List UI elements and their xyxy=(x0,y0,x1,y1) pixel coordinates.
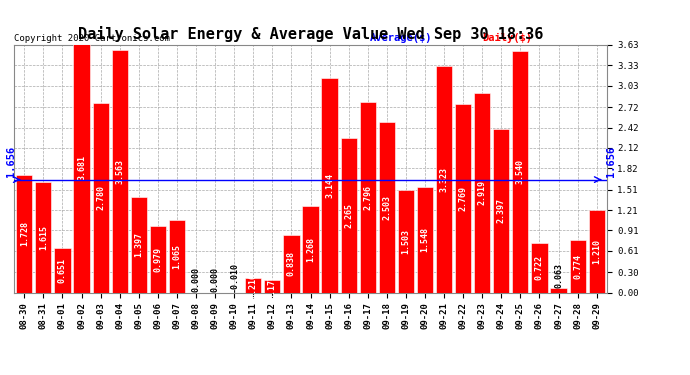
Bar xyxy=(73,42,90,292)
Text: 1.728: 1.728 xyxy=(20,221,29,246)
Text: 0.000: 0.000 xyxy=(210,267,219,292)
Text: 2.503: 2.503 xyxy=(382,195,391,220)
Bar xyxy=(512,51,529,292)
Text: 0.216: 0.216 xyxy=(249,273,258,298)
Text: 3.681: 3.681 xyxy=(77,154,86,180)
Text: 0.838: 0.838 xyxy=(287,251,296,276)
Text: 1.548: 1.548 xyxy=(420,227,429,252)
Text: 0.063: 0.063 xyxy=(554,262,563,288)
Text: 1.210: 1.210 xyxy=(592,239,601,264)
Bar xyxy=(16,175,32,292)
Text: 2.265: 2.265 xyxy=(344,203,353,228)
Text: 0.979: 0.979 xyxy=(153,247,162,272)
Bar xyxy=(474,93,491,292)
Bar xyxy=(398,190,414,292)
Text: 1.615: 1.615 xyxy=(39,225,48,250)
Title: Daily Solar Energy & Average Value Wed Sep 30 18:36: Daily Solar Energy & Average Value Wed S… xyxy=(78,27,543,42)
Text: 2.397: 2.397 xyxy=(497,198,506,223)
Bar xyxy=(55,248,70,292)
Bar xyxy=(322,78,337,292)
Text: 1.397: 1.397 xyxy=(135,232,144,257)
Bar xyxy=(589,210,605,292)
Text: 0.000: 0.000 xyxy=(192,267,201,292)
Bar xyxy=(264,280,280,292)
Bar xyxy=(551,288,566,292)
Bar xyxy=(130,197,147,292)
Text: 3.563: 3.563 xyxy=(115,159,124,183)
Text: Daily($): Daily($) xyxy=(482,33,533,42)
Bar xyxy=(35,182,52,292)
Text: 1.065: 1.065 xyxy=(172,244,181,269)
Bar xyxy=(341,138,357,292)
Text: 1.656: 1.656 xyxy=(607,146,616,177)
Text: 2.780: 2.780 xyxy=(96,185,105,210)
Text: 2.769: 2.769 xyxy=(459,186,468,211)
Text: 0.177: 0.177 xyxy=(268,274,277,299)
Text: 1.268: 1.268 xyxy=(306,237,315,262)
Text: 3.144: 3.144 xyxy=(325,173,334,198)
Text: 0.774: 0.774 xyxy=(573,254,582,279)
Bar xyxy=(379,122,395,292)
Text: 2.919: 2.919 xyxy=(477,180,486,206)
Bar xyxy=(359,102,376,292)
Text: 3.323: 3.323 xyxy=(440,167,449,192)
Text: 2.796: 2.796 xyxy=(363,184,372,210)
Bar xyxy=(245,278,262,292)
Text: Average($): Average($) xyxy=(370,33,433,42)
Bar xyxy=(112,50,128,292)
Bar xyxy=(531,243,548,292)
Bar xyxy=(455,104,471,292)
Bar xyxy=(417,187,433,292)
Bar xyxy=(493,129,509,292)
Text: 1.656: 1.656 xyxy=(6,146,16,177)
Text: 3.540: 3.540 xyxy=(516,159,525,184)
Bar xyxy=(169,220,185,292)
Bar xyxy=(569,240,586,292)
Bar xyxy=(284,236,299,292)
Text: 1.503: 1.503 xyxy=(402,229,411,254)
Text: Copyright 2020 Cartronics.com: Copyright 2020 Cartronics.com xyxy=(14,33,170,42)
Bar xyxy=(150,226,166,292)
Bar xyxy=(302,206,319,292)
Text: 0.722: 0.722 xyxy=(535,255,544,280)
Bar xyxy=(92,103,109,292)
Text: -0.010: -0.010 xyxy=(230,262,239,292)
Bar xyxy=(436,66,452,292)
Text: 0.651: 0.651 xyxy=(58,258,67,283)
